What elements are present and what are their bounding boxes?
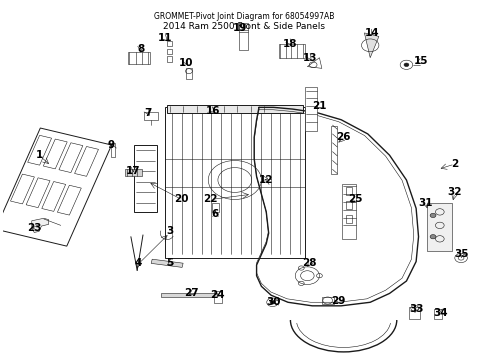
Text: 20: 20 — [174, 194, 188, 204]
Text: 1: 1 — [35, 150, 42, 160]
Circle shape — [269, 301, 274, 304]
Text: 31: 31 — [418, 198, 432, 208]
Text: 16: 16 — [205, 106, 220, 116]
Bar — [330, 126, 337, 174]
Bar — [214, 291, 222, 303]
Circle shape — [429, 235, 435, 239]
Bar — [346, 201, 351, 209]
Bar — [185, 68, 192, 79]
Bar — [134, 145, 157, 212]
Circle shape — [429, 213, 435, 217]
Text: 25: 25 — [348, 194, 362, 204]
Text: 2: 2 — [450, 159, 457, 169]
Text: 21: 21 — [311, 100, 326, 111]
Text: 12: 12 — [259, 175, 273, 185]
Text: 35: 35 — [454, 249, 468, 260]
Bar — [164, 107, 305, 258]
Bar — [346, 187, 351, 194]
Bar — [239, 23, 247, 50]
Bar — [10, 174, 34, 204]
Text: 11: 11 — [157, 33, 172, 43]
Bar — [75, 147, 98, 176]
Text: 5: 5 — [165, 258, 173, 268]
Text: 13: 13 — [302, 53, 316, 63]
Text: 17: 17 — [126, 166, 141, 176]
Text: 15: 15 — [413, 56, 427, 66]
Bar — [43, 139, 67, 169]
Bar — [166, 49, 172, 54]
Bar — [110, 143, 115, 157]
Text: 30: 30 — [265, 297, 280, 307]
Text: 32: 32 — [447, 188, 461, 197]
Polygon shape — [364, 33, 378, 58]
Text: 23: 23 — [27, 223, 41, 233]
Text: 19: 19 — [232, 23, 246, 33]
Text: 8: 8 — [137, 44, 144, 54]
Bar — [341, 184, 355, 239]
Polygon shape — [427, 203, 451, 251]
Text: 9: 9 — [108, 140, 115, 149]
Text: GROMMET-Pivot Joint Diagram for 68054997AB: GROMMET-Pivot Joint Diagram for 68054997… — [154, 12, 334, 21]
Bar — [161, 293, 216, 297]
Bar — [59, 143, 82, 172]
Bar — [26, 178, 50, 208]
Bar — [166, 56, 172, 62]
Text: 24: 24 — [210, 290, 225, 300]
Text: 33: 33 — [408, 304, 423, 314]
Bar — [124, 168, 142, 176]
Text: 34: 34 — [432, 308, 447, 318]
Polygon shape — [32, 218, 49, 233]
Bar — [433, 309, 441, 319]
Text: 10: 10 — [179, 58, 193, 68]
Text: 22: 22 — [203, 194, 218, 204]
Bar — [305, 87, 316, 131]
Text: 27: 27 — [183, 288, 198, 298]
Text: 3: 3 — [165, 226, 173, 237]
Text: 7: 7 — [144, 108, 151, 118]
Text: 14: 14 — [365, 28, 379, 38]
Text: 29: 29 — [331, 296, 345, 306]
Text: 28: 28 — [302, 258, 316, 268]
Bar — [346, 215, 351, 223]
Bar — [167, 105, 302, 113]
Bar — [143, 112, 158, 120]
Bar — [408, 307, 419, 319]
Text: 4: 4 — [134, 258, 142, 268]
Bar — [0, 128, 111, 246]
Text: 6: 6 — [211, 209, 219, 219]
Circle shape — [403, 63, 408, 67]
Bar — [41, 181, 65, 211]
Bar — [128, 51, 150, 64]
Bar — [166, 41, 172, 46]
Bar — [212, 203, 218, 212]
Bar — [28, 135, 51, 165]
Bar — [278, 44, 305, 58]
Text: 18: 18 — [283, 39, 297, 49]
Bar — [151, 259, 183, 267]
Text: 26: 26 — [336, 132, 350, 143]
Text: 2014 Ram 2500 Front & Side Panels: 2014 Ram 2500 Front & Side Panels — [163, 22, 325, 31]
Bar — [57, 185, 81, 215]
Bar — [321, 297, 333, 305]
